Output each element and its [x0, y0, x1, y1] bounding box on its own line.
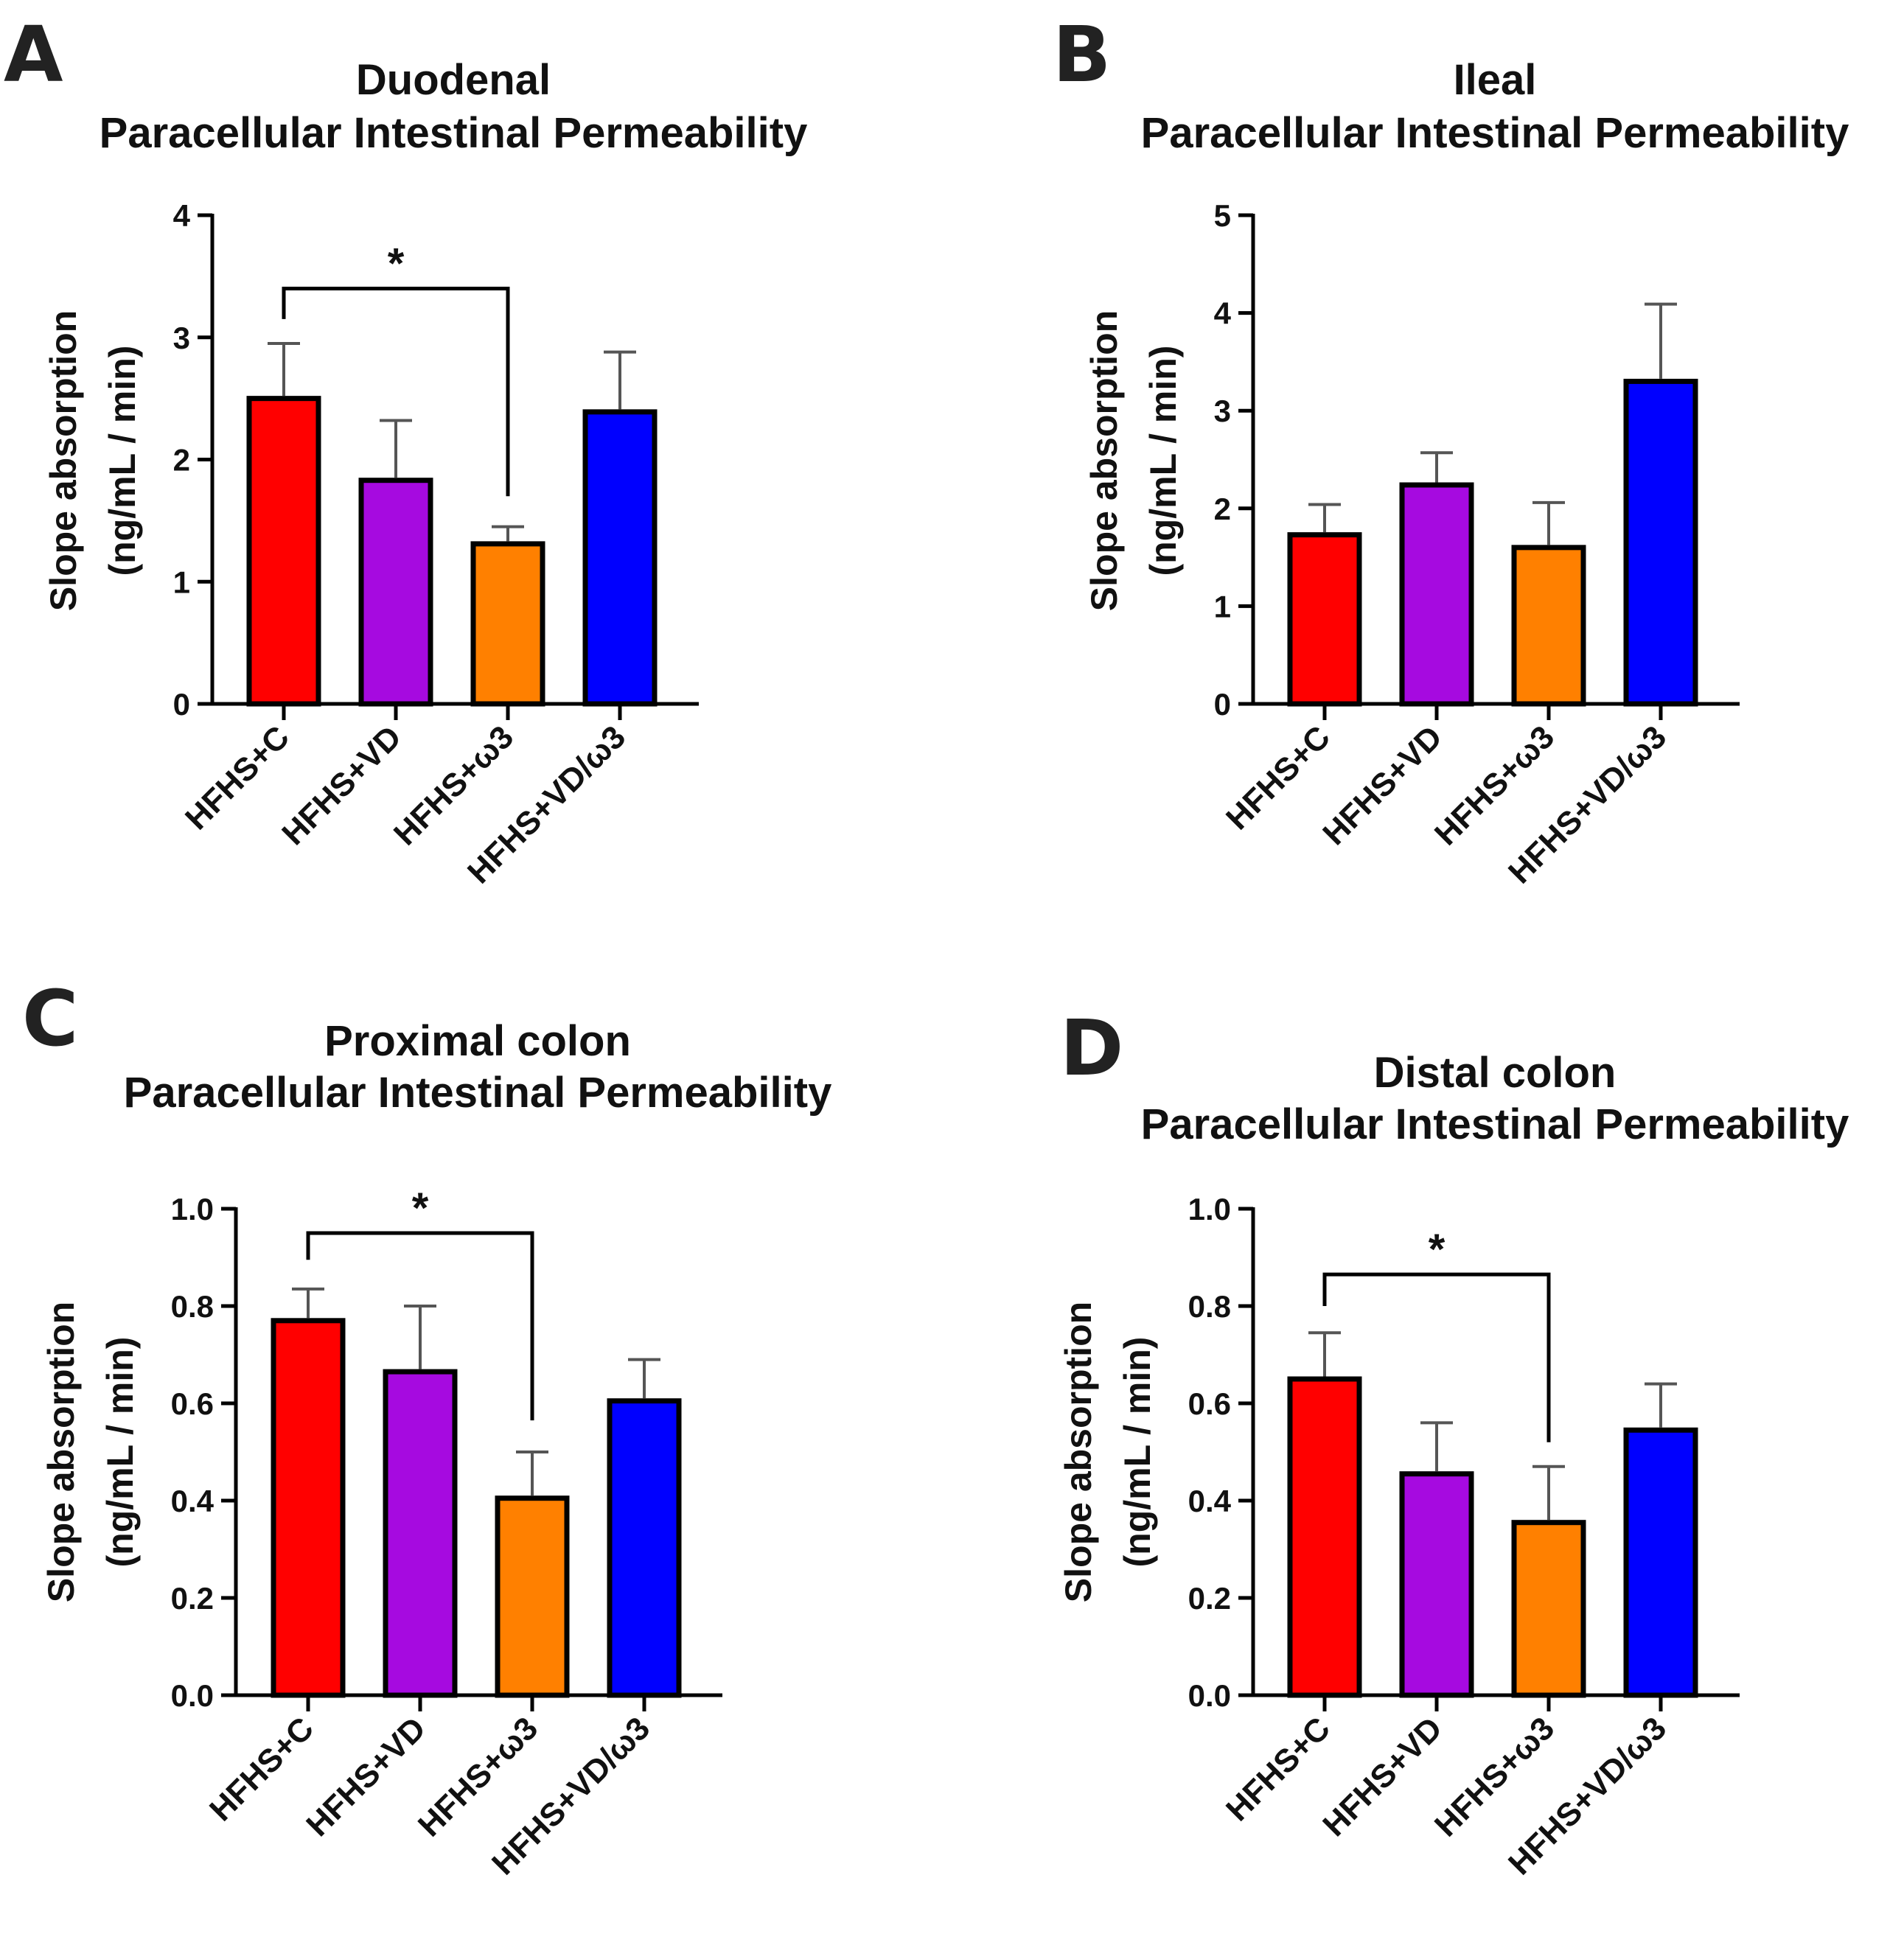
panel-letter-c: C — [22, 974, 78, 1064]
bar-b-0 — [1287, 532, 1362, 707]
y-axis-label-b-line-2: (ng/mL / min) — [1143, 346, 1184, 576]
bar-c-3 — [607, 1398, 682, 1698]
y-tick-label-c-5: 1.0 — [171, 1192, 214, 1226]
panel-letter-b: B — [1053, 10, 1111, 100]
y-tick-label-c-1: 0.2 — [171, 1581, 214, 1616]
y-tick-label-a-1: 1 — [173, 565, 190, 599]
y-axis-label-c-line-2: (ng/mL / min) — [100, 1337, 141, 1568]
y-tick-label-d-4: 0.8 — [1188, 1289, 1231, 1324]
bar-d-2 — [1511, 1520, 1586, 1698]
chart-title-d-line-2: Paracellular Intestinal Permeability — [1141, 1100, 1849, 1148]
y-axis-label-a-line-1: Slope absorption — [43, 310, 84, 611]
y-tick-label-a-0: 0 — [173, 687, 190, 722]
bar-d-1 — [1399, 1471, 1474, 1698]
y-axis-label-b-line-1: Slope absorption — [1084, 310, 1125, 611]
significance-star-d-0: * — [1429, 1226, 1446, 1274]
chart-title-c-line-1: Proximal colon — [324, 1017, 631, 1065]
significance-star-c-0: * — [412, 1184, 429, 1232]
bar-a-1 — [358, 478, 433, 707]
y-tick-label-a-4: 4 — [173, 198, 191, 233]
y-tick-label-b-5: 5 — [1214, 198, 1231, 233]
y-tick-label-d-2: 0.4 — [1188, 1484, 1232, 1518]
y-tick-label-c-0: 0.0 — [171, 1678, 214, 1713]
y-axis-label-d-line-1: Slope absorption — [1058, 1302, 1099, 1602]
bar-d-3 — [1623, 1427, 1698, 1698]
y-tick-label-a-3: 3 — [173, 321, 190, 355]
y-tick-label-c-2: 0.4 — [171, 1484, 215, 1518]
y-tick-label-b-0: 0 — [1214, 687, 1231, 722]
chart-title-d-line-1: Distal colon — [1374, 1049, 1617, 1097]
y-tick-label-b-1: 1 — [1214, 589, 1231, 624]
bar-a-3 — [582, 409, 658, 707]
y-axis-label-c-line-1: Slope absorption — [41, 1302, 82, 1602]
panel-letter-d: D — [1060, 1003, 1123, 1093]
chart-title-c-line-2: Paracellular Intestinal Permeability — [124, 1069, 832, 1117]
y-tick-label-c-3: 0.6 — [171, 1386, 214, 1421]
y-tick-label-c-4: 0.8 — [171, 1289, 214, 1324]
bar-c-0 — [271, 1318, 346, 1698]
bar-a-0 — [246, 396, 321, 707]
y-tick-label-d-0: 0.0 — [1188, 1678, 1231, 1713]
y-axis-label-a-line-2: (ng/mL / min) — [102, 346, 143, 576]
panel-letter-a: A — [4, 10, 63, 100]
chart-title-a-line-1: Duodenal — [356, 56, 551, 104]
chart-title-b-line-2: Paracellular Intestinal Permeability — [1141, 109, 1849, 157]
bar-b-2 — [1511, 545, 1586, 707]
y-tick-label-b-3: 3 — [1214, 394, 1231, 428]
significance-bracket-a-0 — [282, 286, 510, 497]
chart-title-a-line-2: Paracellular Intestinal Permeability — [100, 109, 808, 157]
bar-b-3 — [1623, 378, 1698, 707]
y-tick-label-b-4: 4 — [1214, 296, 1232, 331]
significance-bracket-d-0 — [1322, 1272, 1551, 1442]
y-tick-label-b-2: 2 — [1214, 492, 1231, 526]
y-tick-label-a-2: 2 — [173, 443, 190, 478]
chart-title-b-line-1: Ileal — [1454, 56, 1537, 104]
bar-c-2 — [495, 1495, 570, 1698]
bar-a-2 — [470, 541, 545, 707]
bar-c-1 — [383, 1369, 458, 1698]
bar-d-0 — [1287, 1376, 1362, 1698]
significance-bracket-c-0 — [306, 1231, 534, 1421]
y-tick-label-d-5: 1.0 — [1188, 1192, 1231, 1226]
significance-star-a-0: * — [388, 240, 405, 287]
y-tick-label-d-1: 0.2 — [1188, 1581, 1231, 1616]
y-tick-label-d-3: 0.6 — [1188, 1386, 1231, 1421]
bar-b-1 — [1399, 482, 1474, 707]
y-axis-label-d-line-2: (ng/mL / min) — [1117, 1337, 1158, 1568]
